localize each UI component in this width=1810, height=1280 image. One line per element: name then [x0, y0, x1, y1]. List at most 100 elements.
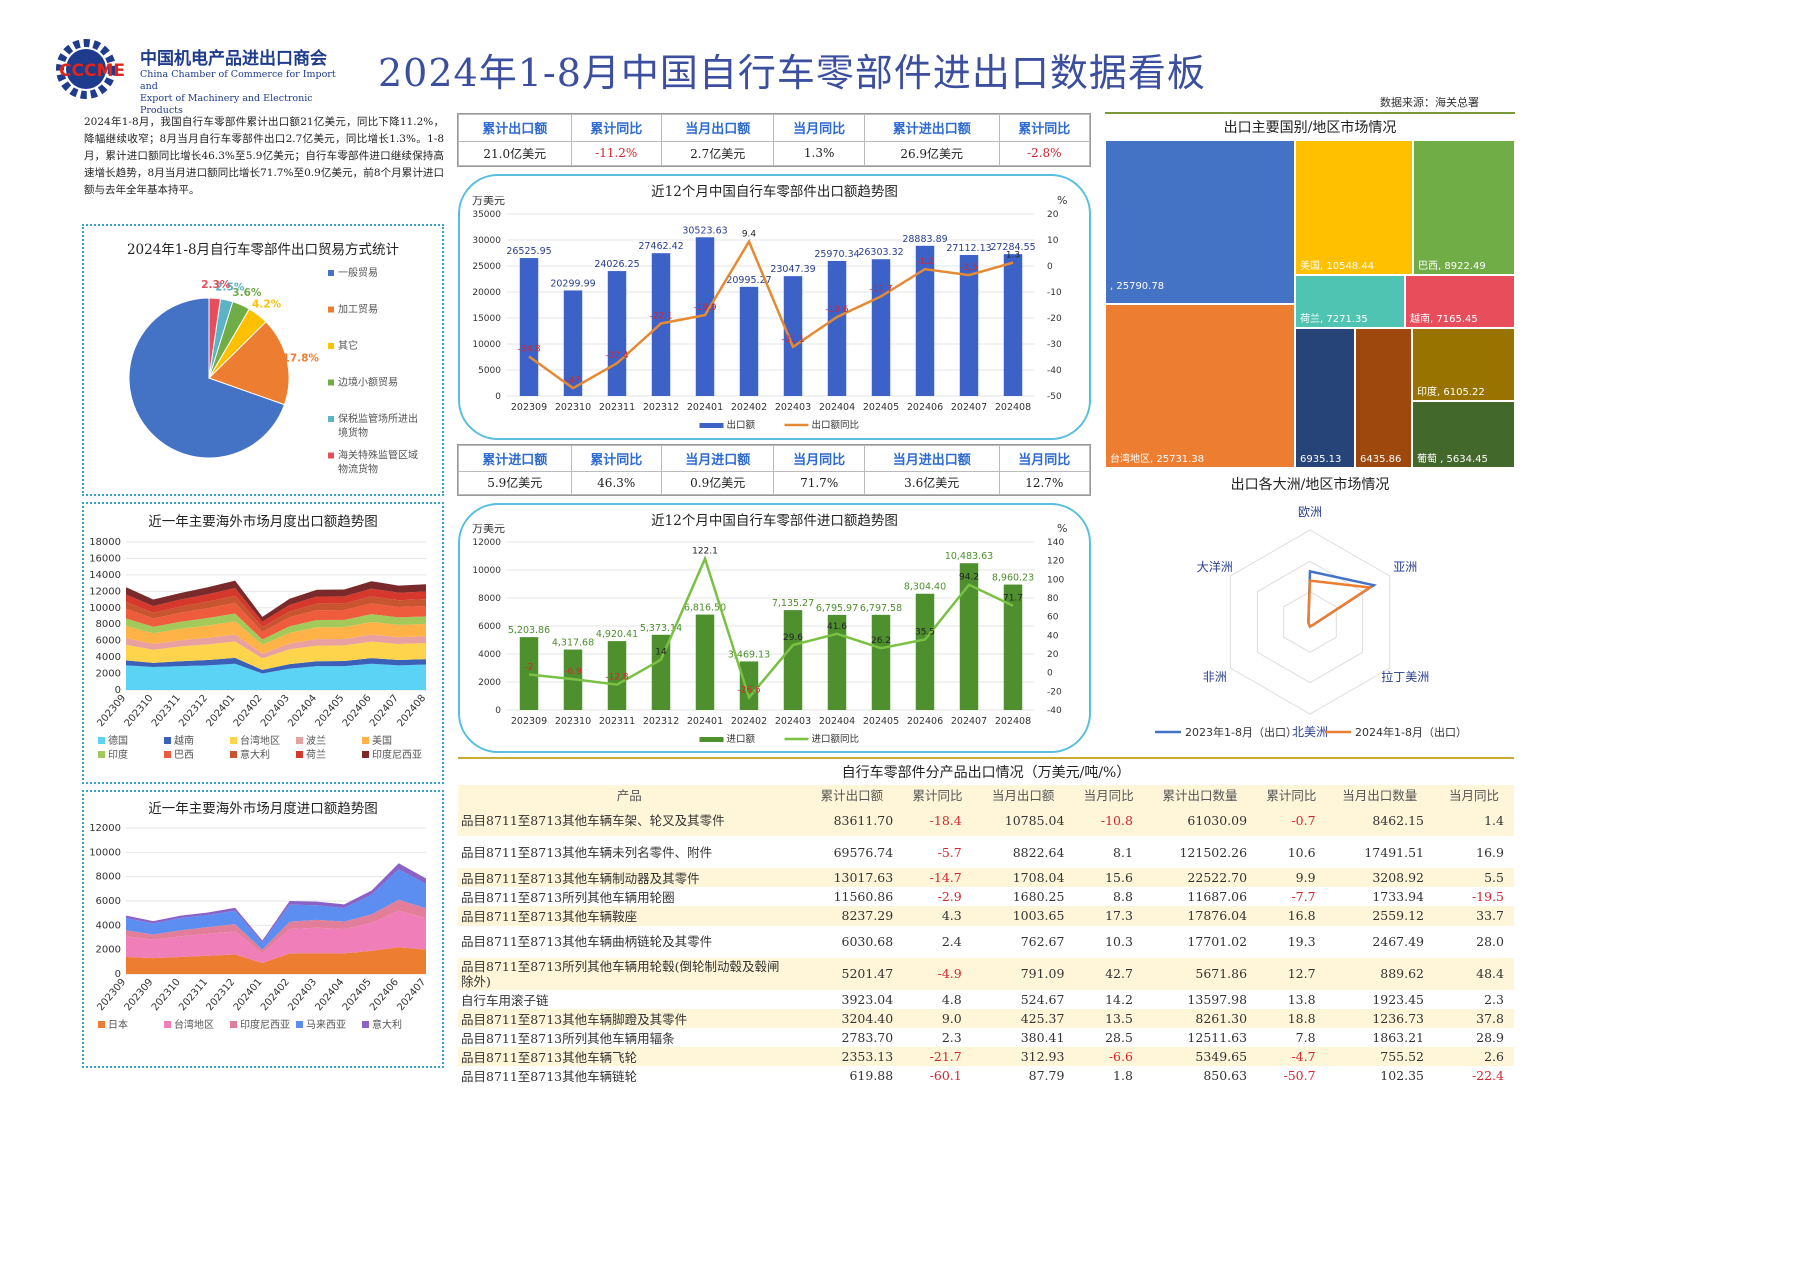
- product-name-cell: 品目8711至8713其他车辆车架、轮叉及其零件: [458, 804, 801, 836]
- y2-tick-label: 60: [1047, 613, 1059, 623]
- table-cell: 889.62: [1325, 957, 1435, 990]
- table-cell: 312.93: [971, 1047, 1075, 1067]
- kpi-label: 当月同比: [998, 445, 1091, 472]
- legend-swatch: [699, 737, 724, 742]
- table-cell: 33.7: [1434, 906, 1514, 926]
- product-name-cell: 品目8711至8713其他车辆链轮: [461, 1069, 638, 1085]
- legend-swatch: [328, 270, 334, 276]
- table-cell: 17491.51: [1364, 844, 1425, 860]
- y-tick-label: 20000: [472, 288, 501, 298]
- y-tick-label: 6000: [96, 896, 121, 907]
- kpi-value: 21.0亿美元: [458, 140, 572, 167]
- y-tick-label: 18000: [89, 537, 121, 548]
- table-cell: 425.37: [971, 1008, 1075, 1028]
- line-data-label: 35.5: [915, 628, 935, 638]
- bar-data-label: 6,797.58: [860, 603, 902, 614]
- y-tick-label: 25000: [472, 262, 501, 272]
- y2-tick-label: 40: [1047, 631, 1059, 641]
- legend-swatch: [362, 751, 369, 758]
- kpi-value: 3.6亿美元: [863, 470, 1000, 496]
- radar-grid: [1283, 591, 1337, 653]
- kpi-value: 71.7%: [773, 470, 865, 496]
- y-tick-label: 30000: [472, 236, 501, 246]
- legend-swatch: [328, 452, 334, 459]
- table-row: 自行车用滚子链 3923.04 4.8 524.67 14.2 13597.98 13.8 1…: [458, 990, 1514, 1009]
- line-data-label: -34.8: [517, 344, 541, 354]
- legend-swatch: [98, 737, 105, 744]
- table-cell: 2559.12: [1325, 906, 1435, 926]
- bar-data-label: 26525.95: [506, 246, 551, 257]
- import-trend-frame: [458, 503, 1091, 753]
- legend-label: 巴西: [174, 749, 194, 761]
- line-data-label: 14: [655, 648, 667, 658]
- line-data-label: 26.2: [871, 636, 891, 646]
- kpi-label: 累计进口额: [458, 445, 572, 472]
- line-data-label: 41.6: [827, 622, 847, 632]
- area-series: [126, 910, 426, 964]
- legend-label: 越南: [174, 734, 194, 747]
- y-tick-label: 2000: [96, 669, 121, 680]
- pie-data-label: 17.8%: [283, 352, 320, 364]
- table-cell: 3204.40: [800, 1008, 904, 1028]
- table-cell: 13.5: [1074, 1008, 1143, 1028]
- x-tick-label: 202406: [907, 402, 943, 413]
- table-cell: -4.9: [903, 957, 972, 990]
- table-cell: -0.7: [1257, 804, 1326, 836]
- bar: [871, 259, 891, 396]
- product-table: 产品 累计出口额 累计同比 当月出口额 当月同比 累计出口数量 累计同比 当月出口数量 当月同比…: [458, 785, 1514, 1084]
- bar-data-label: 6,816.50: [684, 603, 726, 614]
- table-cell: 28.9: [1476, 1030, 1504, 1046]
- area-series: [126, 899, 426, 954]
- pie-slice: [128, 297, 286, 459]
- table-cell: 1863.21: [1372, 1030, 1425, 1046]
- table-cell: 1923.45: [1372, 991, 1425, 1007]
- kpi-value: 26.9亿美元: [863, 140, 1000, 167]
- table-cell: 2.4: [941, 934, 962, 950]
- table-cell: 37.8: [1434, 1008, 1514, 1028]
- legend-label: 2023年1-8月（出口）: [1185, 725, 1297, 739]
- bar-data-label: 3,469.13: [728, 649, 770, 660]
- table-row: 品目8711至8713所列其他车辆用轮毂(倒轮制动毂及毂闸除外) 5201.47-…: [458, 957, 1514, 990]
- legend-swatch: [98, 1021, 105, 1028]
- y-tick-label: 15000: [472, 314, 501, 324]
- line-data-label: 122.1: [692, 547, 718, 557]
- legend-label: 其它: [338, 339, 358, 352]
- product-name-cell: 品目8711至8713所列其他车辆用辐条: [461, 1031, 675, 1047]
- y2-tick-label: -40: [1047, 366, 1062, 376]
- bar: [827, 614, 847, 710]
- legend-swatch: [328, 343, 334, 349]
- y2-tick-label: 20: [1047, 650, 1059, 660]
- x-tick-label: 202309: [511, 716, 547, 727]
- import-trend-chart: 万美元 % 0 2000 4000 6000 8000 10000 12000 -40 -20 0 20…: [472, 524, 1067, 745]
- kpi-label: 当月进口额: [660, 445, 775, 472]
- table-cell: 3208.92: [1325, 868, 1435, 888]
- bar: [783, 276, 803, 396]
- table-cell: -60.1: [929, 1068, 962, 1084]
- table-cell: 850.63: [1203, 1068, 1248, 1084]
- kpi-label: 累计同比: [998, 114, 1091, 142]
- kpi-label: 当月同比: [773, 114, 865, 142]
- y2-tick-label: 0: [1047, 669, 1053, 679]
- table-cell: -7.7: [1291, 889, 1316, 905]
- table-header: 累计同比: [903, 785, 972, 804]
- legend-label: 台湾地区: [174, 1018, 214, 1031]
- table-cell: 2783.70: [841, 1030, 894, 1046]
- table-cell: 3923.04: [841, 991, 894, 1007]
- legend-label: 加工贸易: [338, 304, 378, 316]
- x-tick-label: 202408: [995, 716, 1031, 727]
- table-cell: 22522.70: [1142, 868, 1258, 888]
- kpi-label: 累计出口额: [458, 114, 572, 142]
- chart-title: 近12个月中国自行车零部件进口额趋势图: [651, 513, 898, 529]
- line-data-label: -1.2: [916, 257, 934, 267]
- kpi-value: -2.8%: [998, 140, 1091, 167]
- legend-label: 印度尼西亚: [372, 748, 422, 761]
- treemap-label: 荷兰, 7271.35: [1300, 314, 1368, 325]
- table-cell: 1003.65: [971, 906, 1075, 926]
- kpi-label: 累计同比: [570, 114, 662, 142]
- y-tick-label: 4000: [478, 650, 501, 660]
- y-tick-label: 12000: [472, 538, 501, 548]
- bar-data-label: 28883.89: [902, 234, 947, 245]
- pie-data-label: 3.6%: [232, 287, 262, 299]
- table-row: 品目8711至8713其他车辆未列名零件、附件 69576.74 -5.7 8822.…: [458, 836, 1514, 868]
- area-series: [126, 663, 426, 690]
